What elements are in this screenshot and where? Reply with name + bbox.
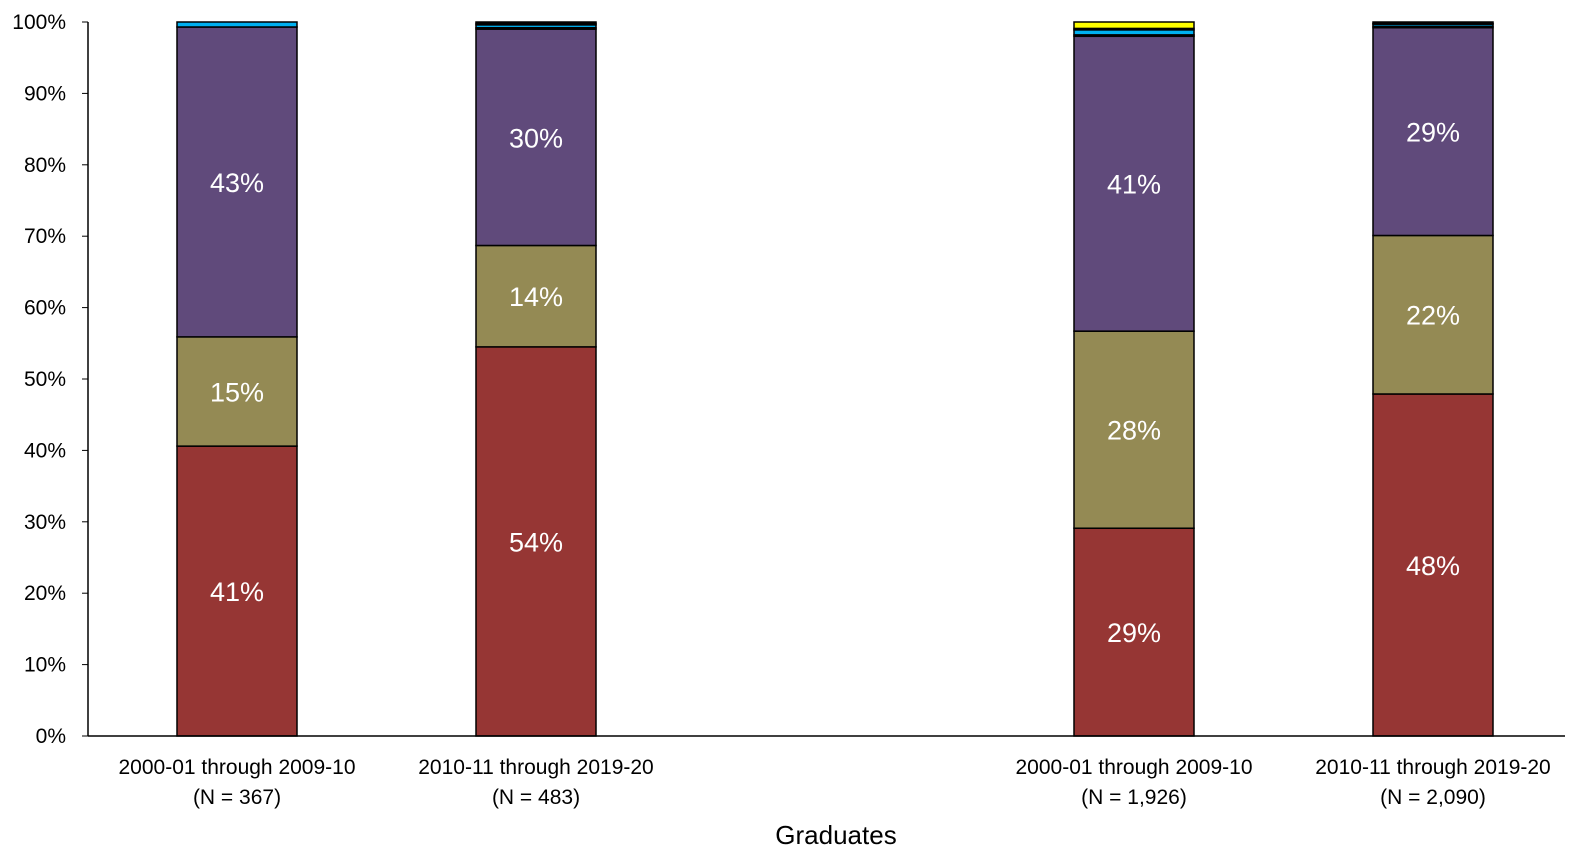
bar-stack: 41% 15% 43%: [176, 21, 298, 737]
bar-segment: [475, 28, 597, 247]
data-label: 29%: [1107, 618, 1161, 648]
bar-segment: [475, 21, 597, 25]
y-tick-label: 0%: [36, 725, 66, 748]
y-tick-label: 100%: [12, 11, 66, 34]
bar-segment: [1372, 234, 1494, 395]
bars: 41% 15% 43% 54% 14% 30% 29% 28% 41% 48% 22% 29%: [176, 21, 1494, 737]
y-tick-label: 20%: [24, 582, 66, 605]
y-tick-label: 30%: [24, 511, 66, 534]
x-category-label: 2000-01 through 2009-10: [1015, 756, 1252, 779]
y-tick-label: 50%: [24, 368, 66, 391]
x-category-label: 2010-11 through 2019-20: [418, 756, 653, 779]
bar-segment: [475, 244, 597, 348]
data-label: 22%: [1406, 301, 1460, 331]
bar-segment: [1073, 35, 1195, 332]
x-category-count: (N = 367): [193, 786, 281, 809]
bar-segment: [1073, 21, 1195, 30]
data-label: 41%: [1107, 170, 1161, 200]
x-axis: 2000-01 through 2009-10 (N = 367) 2010-11 …: [88, 735, 1565, 809]
x-axis-title: Graduates: [775, 820, 896, 850]
y-tick-label: 90%: [24, 82, 66, 105]
x-category-label: 2000-01 through 2009-10: [118, 756, 355, 779]
data-label: 29%: [1406, 118, 1460, 148]
bar-segment: [176, 21, 298, 28]
bar-stack: 54% 14% 30%: [475, 21, 597, 737]
data-label: 48%: [1406, 551, 1460, 581]
bar-segment: [176, 445, 298, 737]
bar-segment: [1073, 330, 1195, 529]
bar-segment: [1372, 393, 1494, 737]
data-label: 15%: [210, 377, 264, 407]
y-tick-label: 80%: [24, 154, 66, 177]
data-label: 41%: [210, 577, 264, 607]
y-tick-label: 10%: [24, 654, 66, 677]
bar-stack: 29% 28% 41%: [1073, 21, 1195, 737]
data-label: 30%: [509, 123, 563, 153]
y-tick-label: 70%: [24, 225, 66, 248]
x-category-count: (N = 483): [492, 786, 580, 809]
x-category-label: 2010-11 through 2019-20: [1315, 756, 1550, 779]
y-axis: 0% 10% 20% 30% 40% 50% 60% 70% 80% 90% 100%: [12, 11, 89, 748]
data-label: 14%: [509, 282, 563, 312]
bar-segment: [1372, 21, 1494, 25]
data-label: 54%: [509, 527, 563, 557]
data-label: 43%: [210, 168, 264, 198]
data-label: 28%: [1107, 416, 1161, 446]
bar-segment: [1372, 26, 1494, 237]
y-tick-label: 40%: [24, 439, 66, 462]
x-category-count: (N = 1,926): [1081, 786, 1187, 809]
x-category-count: (N = 2,090): [1380, 786, 1486, 809]
bar-stack: 48% 22% 29%: [1372, 21, 1494, 737]
y-tick-label: 60%: [24, 297, 66, 320]
